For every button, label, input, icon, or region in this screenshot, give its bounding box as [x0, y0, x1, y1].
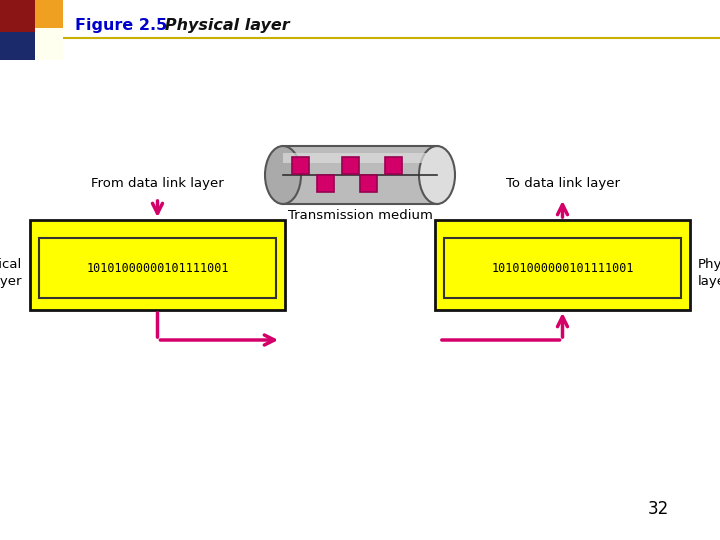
Bar [39, 238, 276, 298]
Bar [342, 157, 359, 174]
Text: Physical
layer: Physical layer [0, 258, 22, 288]
Bar [292, 157, 309, 174]
Bar [435, 220, 690, 310]
Text: 10101000000101111001: 10101000000101111001 [86, 261, 229, 274]
Bar [0, 0, 35, 32]
Bar [385, 157, 402, 174]
Text: To data link layer: To data link layer [505, 177, 619, 190]
Text: From data link layer: From data link layer [91, 177, 224, 190]
Text: 32: 32 [647, 500, 669, 518]
Bar [317, 175, 334, 192]
Bar [35, 28, 63, 60]
Text: Physical
layer: Physical layer [698, 258, 720, 288]
Text: Transmission medium: Transmission medium [287, 209, 433, 222]
Text: 10101000000101111001: 10101000000101111001 [491, 261, 634, 274]
Bar [283, 146, 437, 204]
Text: Physical layer: Physical layer [148, 18, 289, 33]
Bar [360, 175, 377, 192]
Bar [35, 0, 63, 28]
Ellipse shape [419, 146, 455, 204]
Text: Figure 2.5: Figure 2.5 [75, 18, 167, 33]
Bar [444, 238, 681, 298]
Ellipse shape [265, 146, 301, 204]
Bar [283, 153, 437, 164]
Bar [30, 220, 285, 310]
Bar [0, 32, 35, 60]
